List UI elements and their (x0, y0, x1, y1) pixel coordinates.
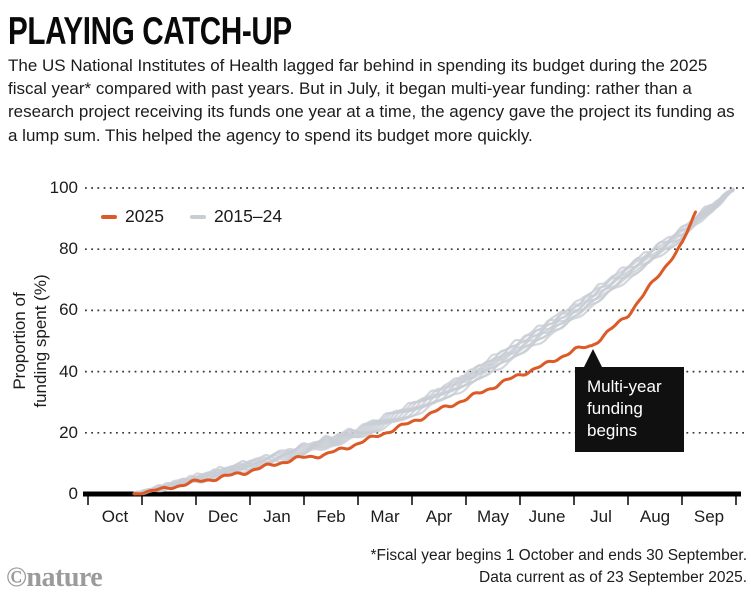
x-tick-label-jul: Jul (590, 507, 612, 526)
x-tick-label-aug: Aug (639, 507, 671, 526)
y-tick-label-100: 100 (49, 178, 78, 197)
annotation-text: Multi-year funding begins (587, 377, 662, 440)
y-tick-label-40: 40 (59, 361, 78, 381)
legend-swatch-2015-24 (189, 214, 206, 219)
footnote-fiscal-year: *Fiscal year begins 1 October and ends 3… (370, 547, 747, 564)
chart-description: The US National Institutes of Health lag… (8, 56, 735, 145)
footnotes: *Fiscal year begins 1 October and ends 3… (370, 545, 747, 588)
y-tick-label-0: 0 (68, 484, 78, 503)
footnote-data-current: Data current as of 23 September 2025. (479, 568, 747, 586)
chart-legend: 2025 2015–24 (101, 206, 282, 227)
series-line-2015-24 (133, 189, 735, 494)
y-axis-title-line1: Proportion of (10, 292, 29, 390)
x-tick-label-dec: Dec (207, 507, 239, 526)
legend-item-2025: 2025 (101, 206, 164, 227)
series-line-2025 (132, 210, 697, 496)
x-tick-label-apr: Apr (425, 507, 453, 526)
page-title: PLAYING CATCH-UP (8, 10, 292, 53)
legend-item-2015-24: 2015–24 (189, 206, 283, 227)
y-axis-title-line2: funding spent (%) (31, 274, 50, 408)
x-tick-label-june: June (528, 507, 566, 526)
legend-swatch-2025 (101, 214, 117, 219)
x-tick-label-mar: Mar (370, 507, 400, 526)
series-line-2015-24 (133, 188, 735, 496)
x-tick-label-may: May (476, 507, 510, 526)
y-tick-label-80: 80 (59, 239, 78, 259)
annotation-arrow-up-icon (584, 349, 602, 367)
annotation-callout: Multi-year funding begins (575, 349, 684, 452)
legend-label-2025: 2025 (125, 206, 164, 226)
y-tick-label-60: 60 (59, 300, 78, 320)
x-tick-label-feb: Feb (316, 507, 346, 526)
x-tick-label-sep: Sep (693, 507, 725, 526)
y-axis-title: Proportion of funding spent (%) (9, 274, 51, 407)
nature-logo: ©nature (6, 562, 103, 593)
x-tick-label-oct: Oct (101, 507, 129, 526)
y-tick-label-20: 20 (59, 422, 78, 442)
x-tick-label-nov: Nov (153, 507, 185, 526)
legend-label-2015-24: 2015–24 (213, 206, 283, 226)
x-tick-label-jan: Jan (263, 507, 291, 526)
